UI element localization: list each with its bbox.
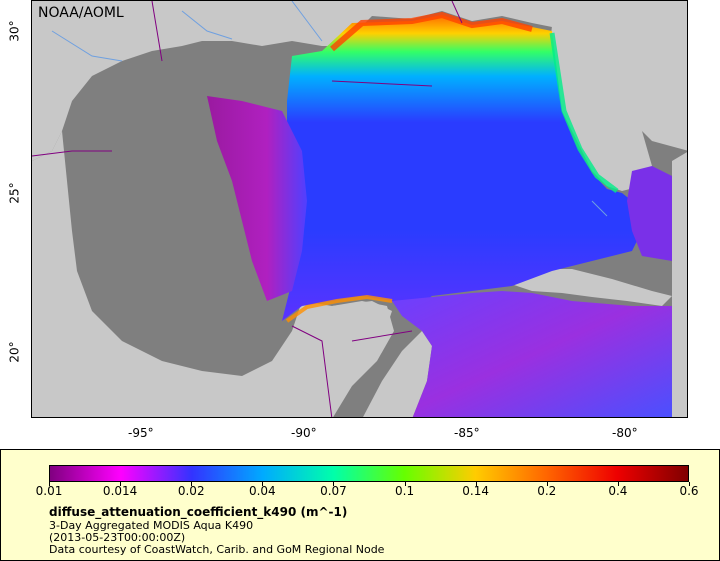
land-yucatan — [282, 301, 394, 417]
latitude-tick: 30° — [7, 20, 22, 42]
legend-title: diffuse_attenuation_coefficient_k490 (m^… — [49, 505, 348, 519]
west-gulf-purple — [207, 96, 307, 301]
colorbar-tick-label: 0.02 — [177, 484, 205, 498]
colorbar-tick-mark — [262, 482, 264, 486]
colorbar-tick-label: 0.01 — [35, 484, 63, 498]
land-east — [672, 152, 687, 417]
land-florida — [547, 26, 652, 191]
map-credit: NOAA/AOML — [38, 5, 124, 21]
political-borders — [32, 1, 463, 417]
colorbar — [49, 465, 689, 482]
colorbar-tick-label: 0.1 — [395, 484, 415, 498]
colorbar-tick-label: 0.014 — [102, 484, 138, 498]
latitude-tick: 20° — [7, 341, 22, 363]
colorbar-tick-mark — [617, 482, 619, 486]
map-frame[interactable]: NOAA/AOML — [31, 0, 688, 418]
coastal-turbidity-north — [330, 11, 533, 52]
latitude-tick: 25° — [7, 182, 22, 204]
land-cuba — [502, 269, 672, 306]
legend-panel: diffuse_attenuation_coefficient_k490 (m^… — [0, 449, 720, 561]
colorbar-tick-label: 0.4 — [608, 484, 628, 498]
bahamas-k490-water — [627, 166, 672, 261]
legend-date: (2013-05-23T00:00:00Z) — [49, 531, 186, 544]
colorbar-tick-mark — [49, 482, 50, 486]
colorbar-tick-label: 0.04 — [248, 484, 276, 498]
caribbean-k490-water — [392, 291, 672, 417]
rivers — [51, 1, 608, 217]
land-us — [32, 1, 687, 161]
colorbar-tick-label: 0.14 — [462, 484, 490, 498]
longitude-tick: -80° — [612, 426, 638, 440]
colorbar-tick-label: 0.07 — [320, 484, 347, 498]
colorbar-tick-mark — [120, 482, 122, 486]
colorbar-tick-mark — [191, 482, 193, 486]
colorbar-tick-mark — [475, 482, 477, 486]
land-central-america — [363, 331, 432, 417]
colorbar-tick-mark — [546, 482, 548, 486]
gulf-k490-water — [282, 15, 642, 321]
colorbar-tick-mark — [333, 482, 335, 486]
longitude-tick: -90° — [291, 426, 317, 440]
colorbar-tick-label: 0.2 — [537, 484, 557, 498]
colorbar-tick-mark — [404, 482, 406, 486]
colorbar-tick-mark — [689, 482, 690, 486]
coastal-turbidity-yucatan — [285, 294, 393, 323]
longitude-tick: -85° — [454, 426, 480, 440]
legend-source: Data courtesy of CoastWatch, Carib. and … — [49, 543, 385, 556]
coastal-turbidity-florida — [549, 32, 619, 193]
map-canvas[interactable] — [32, 1, 688, 418]
legend-subtitle: 3-Day Aggregated MODIS Aqua K490 — [49, 519, 254, 532]
colorbar-tick-label: 0.6 — [679, 484, 699, 498]
longitude-tick: -95° — [128, 426, 154, 440]
